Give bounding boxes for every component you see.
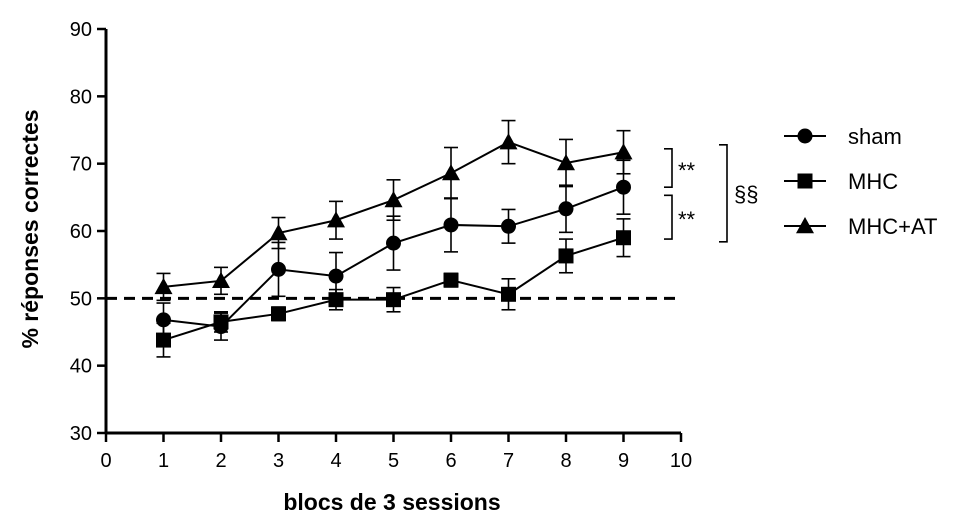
annotation-label: **: [678, 207, 696, 232]
data-point: [499, 133, 518, 150]
annotation-label: §§: [734, 181, 758, 206]
y-tick-label: 30: [70, 423, 92, 445]
x-axis-title: blocs de 3 sessions: [283, 489, 500, 515]
annotation-label: **: [678, 158, 696, 183]
x-tick-label: 10: [670, 450, 692, 472]
data-point: [443, 217, 459, 233]
x-tick-label: 6: [445, 450, 456, 472]
data-point: [213, 314, 229, 330]
y-tick-label: 80: [70, 86, 92, 108]
data-point: [443, 272, 459, 288]
data-point: [384, 191, 403, 208]
data-point: [614, 143, 633, 160]
data-point: [271, 306, 286, 322]
legend-item: MHC+AT: [784, 214, 937, 239]
data-point: [327, 211, 345, 228]
data-point: [386, 292, 401, 308]
data-point: [156, 332, 171, 348]
legend-label: MHC+AT: [848, 214, 937, 239]
data-point: [328, 292, 344, 308]
x-tick-label: 3: [273, 450, 284, 472]
legend-label: sham: [848, 124, 902, 149]
x-tick-label: 2: [215, 450, 226, 472]
bracket-mhcat-sham: [664, 148, 673, 189]
data-point: [616, 179, 631, 195]
x-tick-label: 5: [388, 450, 399, 472]
y-tick-label: 40: [70, 356, 92, 378]
x-tick-label: 7: [503, 450, 514, 472]
data-point: [557, 153, 575, 171]
legend-item: MHC: [784, 169, 898, 194]
data-point: [558, 248, 574, 264]
y-tick-label: 60: [70, 221, 92, 243]
data-point: [616, 230, 631, 246]
bracket-mhcat-mhc: [719, 144, 728, 243]
data-point: [154, 277, 173, 295]
legend-marker: [796, 217, 814, 234]
data-point: [558, 201, 574, 217]
legend-marker: [797, 128, 813, 144]
series-mhc: [156, 218, 631, 358]
x-tick-label: 0: [100, 450, 111, 472]
series-mhc-at: [154, 119, 633, 302]
y-tick-label: 90: [70, 19, 92, 41]
y-tick-label: 70: [70, 154, 92, 176]
legend-label: MHC: [848, 169, 898, 194]
x-tick-label: 8: [560, 450, 571, 472]
data-point: [269, 224, 288, 241]
data-point: [442, 164, 460, 181]
x-tick-label: 9: [618, 450, 629, 472]
data-point: [501, 218, 516, 234]
data-point: [212, 271, 230, 289]
y-tick-label: 50: [70, 288, 92, 310]
data-point: [271, 261, 286, 277]
data-point: [328, 268, 344, 284]
data-point: [386, 235, 401, 251]
bracket-sham-mhc: [664, 194, 673, 240]
legend-marker: [797, 173, 813, 189]
y-axis-title: % réponses correctes: [17, 109, 43, 348]
x-tick-label: 1: [158, 450, 169, 472]
legend-item: sham: [784, 124, 902, 149]
x-tick-label: 4: [330, 450, 341, 472]
data-point: [501, 286, 516, 302]
